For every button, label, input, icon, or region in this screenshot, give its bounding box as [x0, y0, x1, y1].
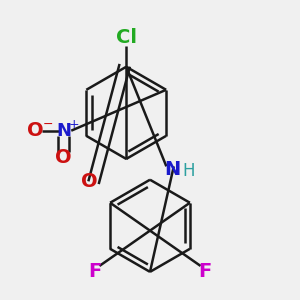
Text: F: F: [88, 262, 102, 281]
Text: O: O: [27, 121, 44, 140]
Text: Cl: Cl: [116, 28, 137, 46]
Text: N: N: [56, 122, 71, 140]
Text: O: O: [81, 172, 98, 191]
Text: −: −: [42, 118, 53, 131]
Text: N: N: [164, 160, 180, 179]
Text: F: F: [198, 262, 212, 281]
Text: +: +: [68, 118, 79, 130]
Text: H: H: [182, 162, 195, 180]
Text: O: O: [56, 148, 72, 167]
